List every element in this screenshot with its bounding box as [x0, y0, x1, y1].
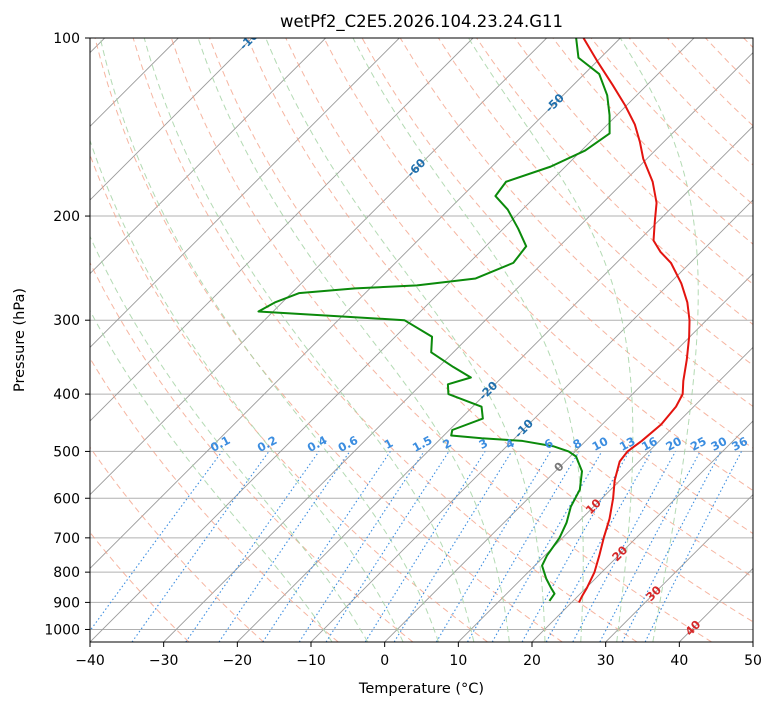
isotherm-line	[163, 52, 753, 642]
dry-adiabat	[209, 38, 753, 623]
dry-adiabat	[90, 261, 414, 642]
x-tick-label: 20	[523, 653, 541, 669]
mixing-ratio-line	[185, 451, 320, 642]
isotherm-line	[90, 38, 326, 275]
isotherm-line	[237, 125, 753, 642]
profile-lines	[257, 38, 691, 603]
moist-adiabat	[90, 235, 369, 642]
mixing-ratio-line	[325, 451, 450, 642]
isotherm-line	[531, 420, 753, 642]
dry-adiabat	[285, 38, 753, 535]
isotherm-line	[90, 38, 474, 422]
dry-adiabat	[476, 38, 753, 326]
moist-adiabat	[265, 38, 546, 642]
x-axis-title: Temperature (°C)	[358, 681, 484, 697]
mixing-ratio-line	[521, 451, 630, 642]
y-tick-label: 100	[53, 31, 80, 47]
y-tick-label: 200	[53, 209, 80, 225]
moist-adiabat	[99, 38, 439, 642]
dry-adiabat	[90, 446, 264, 642]
mixing-ratio-label: 16	[639, 434, 660, 454]
x-tick-label: −30	[149, 653, 179, 669]
moist-adiabat	[143, 38, 475, 642]
y-tick-label: 400	[53, 387, 80, 403]
mixing-ratio-label: 10	[590, 434, 611, 454]
isotherm-line	[90, 38, 695, 642]
mixing-ratio-label: 13	[617, 434, 638, 454]
y-tick-label: 300	[53, 313, 80, 329]
mixing-ratio-label: 30	[708, 434, 729, 454]
isotherm-line	[90, 38, 547, 496]
y-tick-label: 800	[53, 565, 80, 581]
y-tick-label: 900	[53, 595, 80, 611]
moist-adiabat	[619, 38, 699, 642]
dewpoint-profile-line	[257, 38, 611, 602]
plot-frame	[89, 37, 754, 643]
mixing-ratio-label: 25	[688, 434, 709, 454]
isotherm-line	[90, 38, 253, 201]
mixing-ratio-line	[621, 451, 722, 642]
moist-adiabat	[197, 38, 510, 642]
x-tick-label: 50	[744, 653, 762, 669]
mixing-ratio-label: 36	[729, 434, 750, 454]
y-tick-label: 600	[53, 491, 80, 507]
mixing-ratio-line	[218, 451, 351, 642]
mixing-ratio-line	[545, 451, 652, 642]
x-tick-label: 30	[597, 653, 615, 669]
axes: −40 −30 −20 −10 0 10 20 30 40 50 100 200 300 400 500 60…	[44, 31, 762, 669]
background-lines	[90, 38, 753, 642]
moist-adiabat	[90, 309, 333, 642]
mixing-ratio-label: 20	[663, 434, 684, 454]
moist-adiabat	[90, 138, 404, 642]
mixing-ratio-line	[572, 451, 677, 642]
x-tick-label: −10	[296, 653, 326, 669]
mixing-ratio-line	[90, 451, 223, 632]
dry-adiabat	[247, 38, 753, 578]
y-tick-label: 1000	[44, 622, 80, 638]
mixing-ratio-line	[393, 451, 513, 642]
chart-title: wetPf2_C2E5.2026.104.23.24.G11	[280, 12, 563, 32]
isotherm-line	[384, 273, 753, 642]
dry-adiabat	[94, 38, 563, 642]
y-tick-label: 500	[53, 444, 80, 460]
dry-adiabat	[170, 38, 712, 642]
dry-adiabat	[514, 38, 753, 285]
x-tick-label: −40	[75, 653, 105, 669]
y-tick-label: 700	[53, 531, 80, 547]
x-tick-label: 0	[380, 653, 389, 669]
dry-adiabat	[323, 38, 753, 492]
temperature-profile-line	[578, 38, 691, 603]
mixing-ratio-line	[131, 451, 270, 642]
x-tick-label: 40	[670, 653, 688, 669]
y-axis-title: Pressure (hPa)	[12, 288, 28, 392]
isotherm-line	[90, 38, 400, 348]
mixing-ratio-line	[298, 451, 425, 642]
mixing-ratio-line	[644, 451, 742, 642]
x-tick-label: −20	[223, 653, 253, 669]
isotherm-line	[605, 494, 753, 642]
dry-adiabat	[132, 38, 638, 642]
x-tick-label: 10	[449, 653, 467, 669]
mixing-ratio-line	[262, 451, 391, 642]
isotherm-line	[458, 346, 753, 642]
isotherm-line	[90, 38, 621, 569]
dry-adiabat	[90, 357, 339, 642]
